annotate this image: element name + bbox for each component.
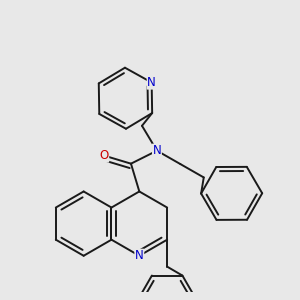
Text: N: N	[135, 249, 144, 262]
Text: N: N	[147, 76, 156, 89]
Text: O: O	[99, 149, 109, 162]
Text: N: N	[153, 144, 161, 157]
